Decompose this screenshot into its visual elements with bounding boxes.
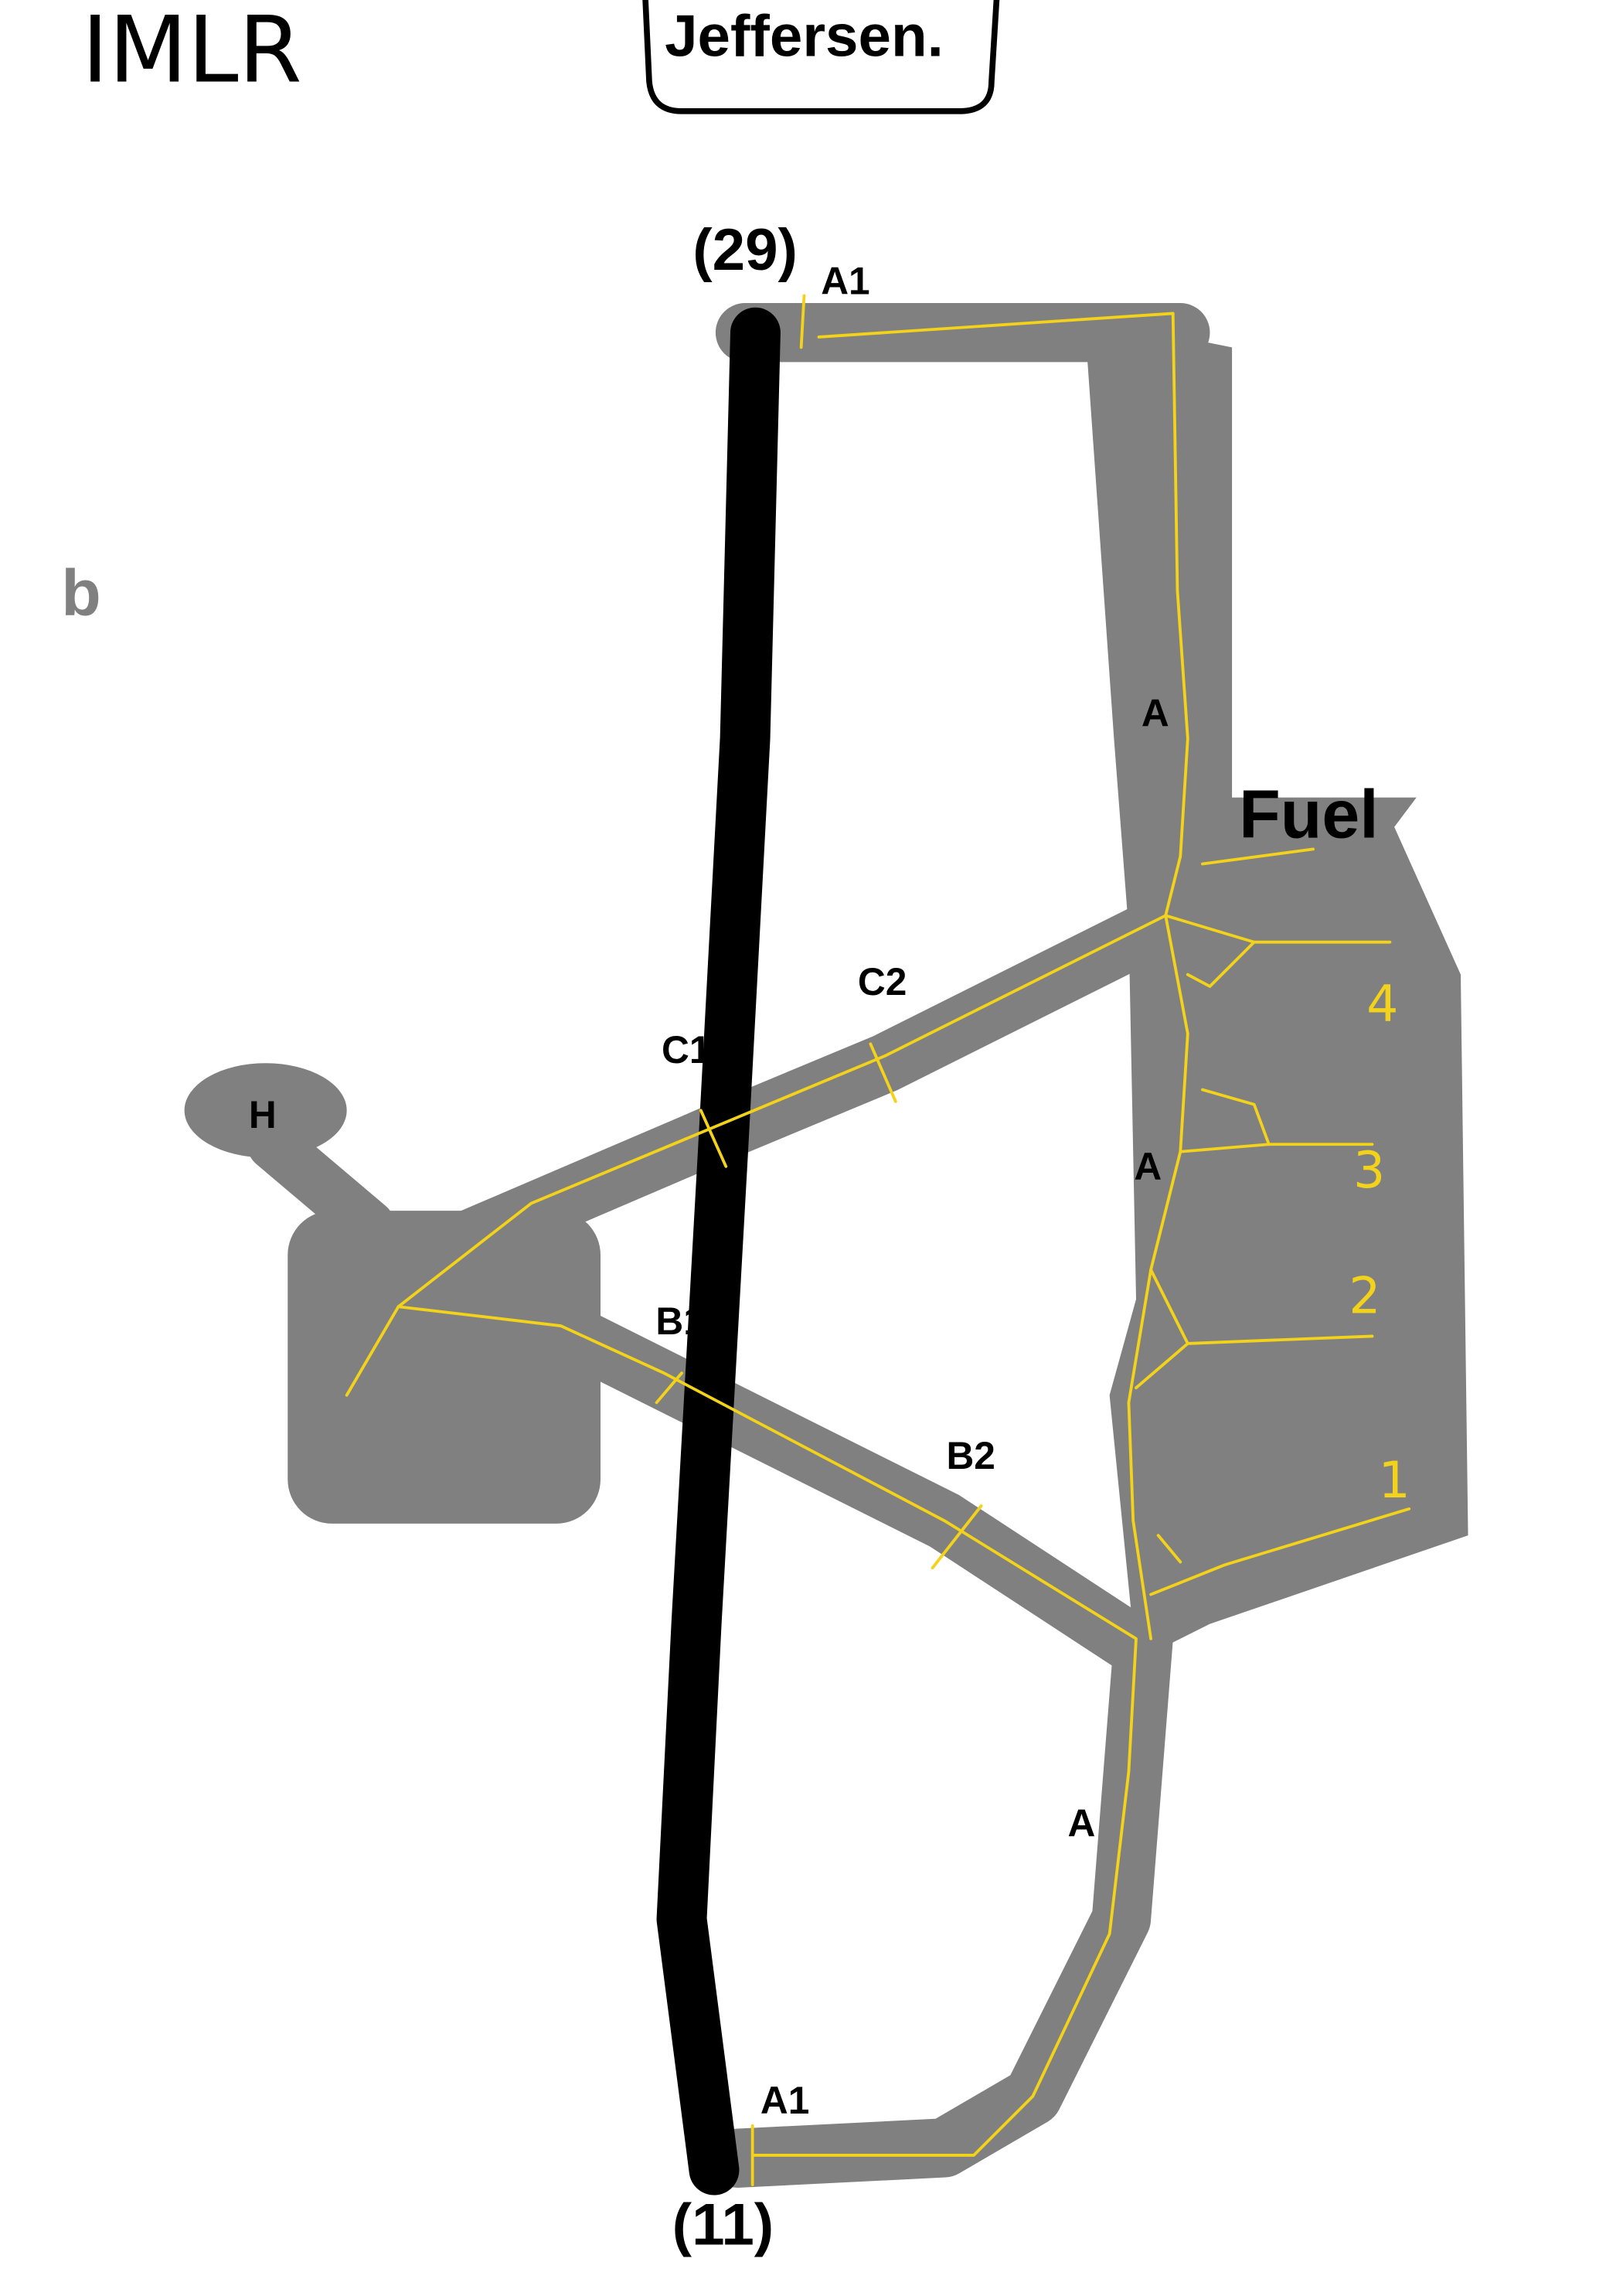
stand-label: 2 <box>1349 1267 1380 1325</box>
panel-label: b <box>61 557 100 629</box>
stand-label: 4 <box>1366 975 1398 1033</box>
taxiway-label: C1 <box>662 1028 710 1071</box>
taxiway-label: A <box>1067 1801 1095 1845</box>
helipad-label: H <box>249 1093 277 1136</box>
fuel-label: Fuel <box>1239 776 1378 852</box>
pavement <box>184 303 1468 2188</box>
airport-name: Jeffersen. <box>665 3 944 69</box>
taxiway-label: A <box>1142 692 1169 735</box>
runway-end-label: (29) <box>692 217 798 283</box>
taxiway-label: A1 <box>760 2079 809 2122</box>
taxiway-label: A1 <box>821 259 869 302</box>
taxiway-label: A <box>1134 1145 1162 1188</box>
name-box <box>642 0 1000 114</box>
taxiway-label: B2 <box>946 1434 995 1477</box>
stand-label: 3 <box>1353 1142 1385 1200</box>
taxiway-label: B1 <box>655 1300 704 1343</box>
runway <box>656 307 781 2196</box>
runway-end-label: (11) <box>672 2192 774 2258</box>
airport-code: IMLR <box>82 0 302 103</box>
taxiway-label: C2 <box>858 960 907 1003</box>
taxi-centerlines <box>345 294 1411 2187</box>
stand-label: 1 <box>1378 1452 1410 1510</box>
